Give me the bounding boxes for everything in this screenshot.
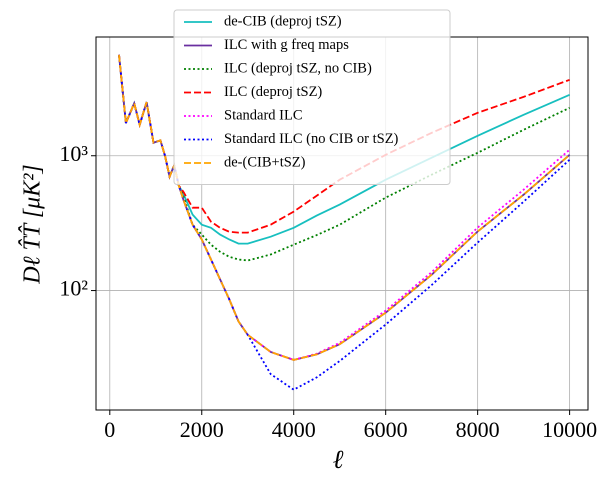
- x-tick-label: 10000: [542, 417, 597, 442]
- legend-label: de-(CIB+tSZ): [224, 154, 306, 170]
- legend-label: ILC (deproj tSZ, no CIB): [224, 60, 372, 76]
- x-tick-label: 0: [104, 417, 115, 442]
- y-tick-label: 10²: [59, 276, 88, 301]
- legend-label: Standard ILC: [224, 107, 303, 123]
- y-axis-label: Dℓ T̂T̂ [μK²]: [19, 164, 46, 285]
- series-line: [118, 54, 571, 361]
- x-tick-label: 6000: [364, 417, 408, 442]
- y-tick-label: 10³: [59, 141, 88, 166]
- legend-label: Standard ILC (no CIB or tSZ): [224, 131, 399, 147]
- x-axis-label: ℓ: [333, 445, 344, 474]
- x-tick-label: 2000: [180, 417, 224, 442]
- legend-box: [173, 9, 451, 185]
- series-line: [118, 54, 570, 262]
- legend-label: ILC with g freq maps: [224, 37, 349, 53]
- x-tick-label: 4000: [272, 417, 316, 442]
- x-tick-label: 8000: [456, 417, 500, 442]
- legend-label: ILC (deproj tSZ): [224, 84, 322, 100]
- legend-label: de-CIB (deproj tSZ): [224, 13, 342, 29]
